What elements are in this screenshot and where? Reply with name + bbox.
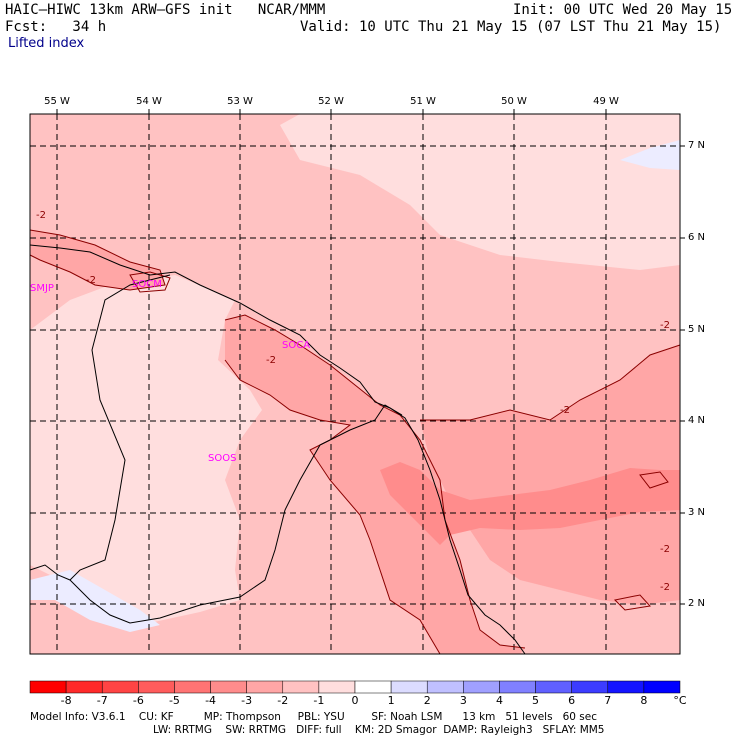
map-frame [29,113,681,655]
station-soos: SOOS [208,453,237,464]
fill-strong-amapa [225,315,525,654]
colorbar-tick-label: -4 [205,694,217,707]
colorbar-tick-label: -6 [132,694,144,707]
contours-minus2 [29,229,681,655]
station-soca: SOCA [282,340,311,351]
coastline-borders [29,244,526,655]
colorbar-swatch [499,680,536,694]
lon-ticks [56,109,607,114]
contour-label: -2 [660,582,670,593]
lon-label-55w: 55 W [44,96,70,107]
colorbar-tick-label: -3 [241,694,253,707]
station-smjp: SMJP [30,283,54,294]
lat-label-2n: 2 N [688,598,706,609]
colorbar-swatch [318,680,356,694]
lon-label-52w: 52 W [318,96,344,107]
lon-label-54w: 54 W [136,96,162,107]
colorbar-swatch [138,680,175,694]
colorbar-swatch [101,680,139,694]
colorbar-tick-label: 0 [351,694,359,707]
lon-label-53w: 53 W [227,96,253,107]
contour-amapa [224,314,526,649]
lat-lon-grid [30,114,680,654]
colorbar-tick-label: -2 [277,694,289,707]
lat-label-6n: 6 N [688,232,706,243]
colorbar-swatch [607,680,645,694]
coastline [29,244,526,655]
lon-label-49w: 49 W [593,96,619,107]
station-socm: SOCM [132,279,162,290]
forecast-hour: Fcst: 34 h [5,19,107,35]
colorbar-tick-label: 7 [604,694,612,707]
init-time: Init: 00 UTC Wed 20 May 15 [513,2,733,18]
contour-coast-west [29,229,166,291]
valid-time: Valid: 10 UTC Thu 21 May 15 (07 LST Thu … [300,19,722,35]
field-fill [30,114,680,654]
contour-label: -2 [86,275,96,286]
fill-light-north [280,114,680,270]
lat-ticks [680,145,685,605]
colorbar-tick-label: 3 [459,694,467,707]
contour-label: -2 [560,405,570,416]
colorbar-tick-label: 6 [568,694,576,707]
colorbar-swatch [282,680,320,694]
colorbar-tick-label: -5 [168,694,180,707]
colorbar-swatch [210,680,247,694]
field-name: Lifted index [8,36,85,51]
lat-label-3n: 3 N [688,507,706,518]
lat-label-5n: 5 N [688,324,706,335]
fill-stronger-core [380,462,680,545]
colorbar-swatch [29,680,67,694]
colorbar-tick-label: 8 [640,694,648,707]
fill-strong-east [420,345,680,605]
border-sw [29,564,71,581]
colorbar-tick-label: -8 [60,694,72,707]
colorbar-swatch [535,680,572,694]
border-guyana-brazil [69,274,403,624]
fill-light-interior [30,275,262,625]
colorbar-swatch [643,680,681,694]
colorbar-tick-label: -7 [96,694,108,707]
colorbar-tick-label: 2 [423,694,431,707]
colorbar [29,680,681,694]
contour-amapa-inner [224,359,441,655]
model-info-line2: LW: RRTMG SW: RRTMG DIFF: full KM: 2D Sm… [153,724,605,736]
contour-label: -2 [660,544,670,555]
contour-label: -2 [266,355,276,366]
contour-label: -2 [36,210,46,221]
colorbar-swatch [571,680,609,694]
colorbar-tick-label: 5 [532,694,540,707]
model-info-line1: Model Info: V3.6.1 CU: KF MP: Thompson P… [30,711,597,723]
lon-label-50w: 50 W [501,96,527,107]
colorbar-swatch [463,680,500,694]
contour-east [420,344,681,421]
lat-label-7n: 7 N [688,140,706,151]
contour-label: -2 [660,320,670,331]
colorbar-unit: °C [673,694,687,707]
fill-blue-sw [30,570,160,632]
lon-label-51w: 51 W [410,96,436,107]
contour-ring-east [639,471,669,489]
colorbar-tick-label: 4 [495,694,503,707]
colorbar-tick-label: -1 [313,694,325,707]
lat-label-4n: 4 N [688,415,706,426]
colorbar-swatch [354,680,392,694]
fill-blue-ne [620,140,680,170]
contour-ring-socm [129,271,171,293]
contour-ring-south [613,594,651,611]
colorbar-swatch [426,680,464,694]
colorbar-swatch [246,680,284,694]
colorbar-tick-label: 1 [387,694,395,707]
model-title: HAIC–HIWC 13km ARW–GFS init NCAR/MMM [5,2,326,18]
colorbar-swatch [65,680,103,694]
colorbar-swatch [390,680,428,694]
colorbar-swatch [174,680,211,694]
